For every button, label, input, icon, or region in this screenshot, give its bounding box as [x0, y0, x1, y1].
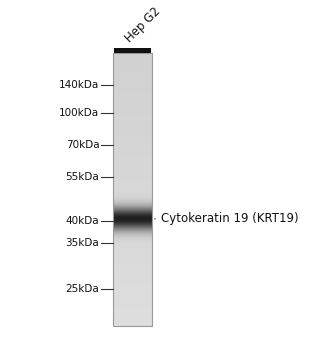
- Text: 70kDa: 70kDa: [66, 140, 99, 149]
- Text: 140kDa: 140kDa: [59, 80, 99, 90]
- Bar: [113, 53, 152, 326]
- Bar: [114, 48, 150, 53]
- Text: 25kDa: 25kDa: [66, 284, 99, 294]
- Text: Cytokeratin 19 (KRT19): Cytokeratin 19 (KRT19): [161, 212, 298, 225]
- Text: Hep G2: Hep G2: [123, 5, 163, 45]
- Text: 100kDa: 100kDa: [59, 108, 99, 118]
- Text: 55kDa: 55kDa: [66, 172, 99, 182]
- Text: 40kDa: 40kDa: [66, 216, 99, 226]
- Text: 35kDa: 35kDa: [66, 238, 99, 248]
